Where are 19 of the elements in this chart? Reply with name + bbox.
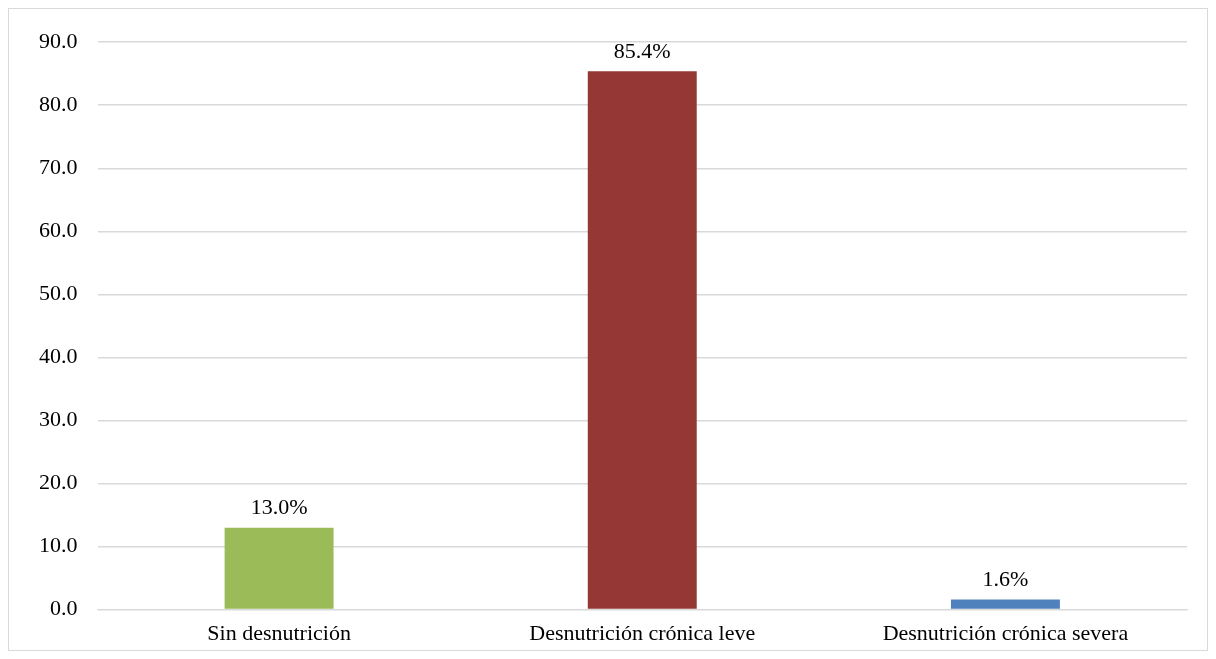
bar [950,599,1060,609]
y-tick-label: 20.0 [39,469,78,495]
x-tick-label: Desnutrición crónica leve [529,619,756,645]
bar [224,527,334,609]
y-tick-label: 60.0 [39,217,78,243]
y-tick-label: 50.0 [39,280,78,306]
y-tick-label: 0.0 [50,595,78,621]
y-tick-label: 40.0 [39,343,78,369]
y-tick-label: 90.0 [39,27,78,53]
y-tick-label: 80.0 [39,91,78,117]
bar [587,71,697,609]
x-tick-label: Desnutrición crónica severa [882,619,1129,645]
data-label: 1.6% [982,566,1029,592]
y-tick-label: 30.0 [39,406,78,432]
y-tick-label: 10.0 [39,532,78,558]
data-label: 13.0% [250,494,308,520]
x-tick-label: Sin desnutrición [207,619,351,645]
data-label: 85.4% [613,37,671,63]
y-tick-label: 70.0 [39,154,78,180]
